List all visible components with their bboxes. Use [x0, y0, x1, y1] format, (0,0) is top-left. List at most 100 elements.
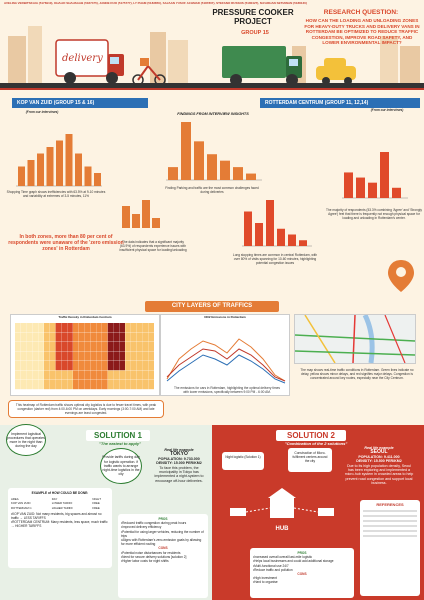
bar — [288, 234, 296, 246]
table-cell: FREE — [92, 501, 100, 506]
bar — [27, 160, 35, 186]
heat-cell — [102, 332, 108, 342]
heat-cell — [61, 370, 67, 380]
heat-cell — [142, 380, 149, 390]
list-item: Potential for using larger vehicles, red… — [121, 530, 205, 538]
heat-cell — [15, 332, 21, 342]
solution-2-title: SOLUTION 2 — [276, 430, 346, 441]
heat-cell — [49, 332, 56, 342]
bar — [299, 240, 307, 246]
heat-cell — [38, 361, 44, 371]
bar — [392, 187, 401, 198]
line-chart-note: The emissions for cars in Rotterdam, hig… — [174, 386, 280, 394]
heat-cell — [61, 323, 67, 333]
heat-cell — [119, 351, 125, 361]
heat-cell — [61, 380, 67, 390]
heat-cell — [26, 351, 33, 361]
heat-cell — [113, 323, 120, 333]
heat-cell — [49, 361, 56, 371]
city-layers-title: CITY LAYERS OF TRAFFICS — [145, 301, 279, 312]
heat-cell — [20, 323, 27, 333]
table-row: AREA DAY NIGHT — [11, 497, 109, 501]
heat-cell — [84, 361, 91, 371]
bar — [181, 122, 191, 180]
heat-cell — [44, 380, 50, 390]
solution-2-pros-cons: PROS Increased overall overall last-mile… — [250, 548, 354, 598]
real-life-density: DENSITY: 15.000 PER/KM2 — [156, 461, 202, 466]
heat-cell — [15, 323, 21, 333]
real-life-title: Real life example — [164, 448, 194, 452]
heat-cell — [90, 361, 96, 371]
heat-cell — [96, 361, 102, 371]
solution-1-pros-cons: PROS Reduced traffic congestion during p… — [118, 514, 208, 598]
heat-cell — [142, 361, 149, 371]
heat-cell — [125, 323, 131, 333]
heat-cell — [131, 342, 137, 352]
real-life-density: DENSITY: 15.500 PER/KM2 — [356, 459, 402, 464]
heat-cell — [73, 370, 79, 380]
solution-1-title: SOLUTION 1 — [86, 430, 150, 441]
pros-list: Increased overall overall last-mile logi… — [253, 555, 351, 572]
solution-1-real-life: Real life example TOKYO POPULATION: 9.73… — [150, 448, 208, 483]
table-row: ROTTERDAM C. HIGHER TARIFF FREE — [11, 506, 109, 510]
table-cell: DAY — [51, 497, 58, 502]
heat-cell — [61, 361, 67, 371]
hero-banner: delivery — [0, 6, 424, 94]
heat-cell — [32, 361, 38, 371]
heat-cell — [32, 323, 38, 333]
heat-cell — [20, 351, 27, 361]
heat-cell — [38, 332, 44, 342]
heat-cell — [44, 370, 50, 380]
heat-cell — [44, 361, 50, 371]
heat-cell — [61, 332, 67, 342]
solution-2-box-1: Night logistic (Solution 1) — [222, 452, 264, 470]
heat-cell — [26, 323, 33, 333]
green-truck-icon — [222, 46, 302, 86]
heat-cell — [131, 323, 137, 333]
table-cell: NIGHT — [92, 497, 102, 502]
heat-cell — [96, 380, 102, 390]
heat-cell — [55, 342, 62, 352]
heat-cell — [113, 342, 120, 352]
list-item: Increased overall overall last-mile logi… — [253, 555, 351, 559]
heat-cell — [67, 351, 73, 361]
heat-cell — [67, 361, 73, 371]
heat-cell — [67, 332, 73, 342]
list-item: Reduced traffic congestion during peak h… — [121, 521, 205, 525]
heat-cell — [136, 351, 143, 361]
list-item: Helps local businesses and could add add… — [253, 559, 351, 563]
heat-cell — [84, 370, 91, 380]
heat-cell — [107, 342, 114, 352]
kop-pct-note: The data indicates that a significant ma… — [119, 240, 187, 252]
heat-cell — [96, 342, 102, 352]
road-divider — [0, 83, 424, 88]
pros-title: PROS — [158, 517, 168, 521]
list-item: Hard to organise — [253, 580, 351, 584]
heat-cell — [90, 332, 96, 342]
kop-panel-title: KOP VAN ZUID (GROUP 15 & 16) — [12, 98, 148, 108]
bar — [56, 140, 63, 186]
kop-note: Shopping Time graph shows inefficiencies… — [6, 190, 106, 198]
list-item: ROTTERDAM CENTRUM: Many residents, less … — [11, 520, 109, 528]
heat-cell — [32, 332, 38, 342]
heat-cell — [49, 380, 56, 390]
list-item: Potential noise disturbances for residen… — [121, 551, 205, 555]
heat-cell — [78, 370, 85, 380]
heatmap — [15, 323, 154, 390]
heat-cell — [78, 351, 85, 361]
bar — [18, 166, 25, 186]
heat-cell — [78, 332, 85, 342]
rotterdam-panel-title: ROTTERDAM CENTRUM (GROUP 11, 12,14) — [260, 98, 420, 108]
cons-title: CONS — [158, 546, 168, 551]
solution-2-real-life: Real life example SEOUL POPULATION: 9.41… — [344, 446, 414, 486]
heat-cell — [73, 323, 79, 333]
heat-cell — [119, 323, 125, 333]
heat-cell — [49, 351, 56, 361]
heat-cell — [131, 332, 137, 342]
bar — [194, 141, 204, 180]
bar — [380, 152, 389, 198]
list-item: KOP VAN ZUID: Not many residents, big sp… — [11, 512, 109, 520]
table-cell: LOWER TARIFF — [51, 501, 73, 506]
kop-highlight: In both zones, more than 80 per cent of … — [8, 234, 124, 252]
heat-cell — [55, 361, 62, 371]
